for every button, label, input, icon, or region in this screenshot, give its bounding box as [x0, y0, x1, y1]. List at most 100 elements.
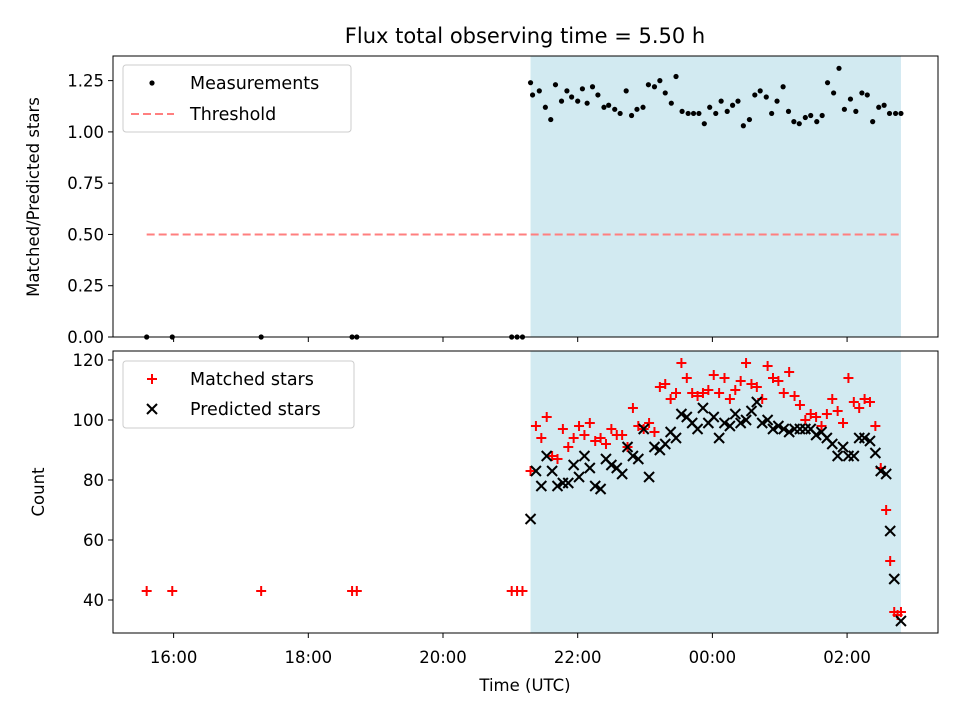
matched-star-point [579, 430, 590, 440]
matched-star-point [708, 370, 719, 380]
matched-star-point [167, 586, 178, 596]
legend-matched-label: Matched stars [190, 370, 314, 390]
top-panel: 0.00 0.25 0.50 0.75 1.00 1.25 Flux total obse… [24, 24, 939, 347]
matched-star-point [697, 388, 708, 398]
bottom-legend: Matched stars Predicted stars [122, 360, 355, 429]
matched-star-point [827, 394, 838, 404]
matched-star-point [773, 376, 784, 386]
matched-star-point [724, 394, 735, 404]
matched-star-point [517, 586, 528, 596]
matched-star-point [671, 388, 682, 398]
matched-star-point [595, 433, 606, 443]
matched-star-point [547, 451, 558, 461]
measurement-point [584, 100, 590, 106]
measurement-point [707, 104, 713, 110]
top-y-tick-label: 1.00 [67, 123, 104, 142]
predicted-star-point [734, 417, 747, 429]
predicted-star-point [751, 396, 763, 408]
predicted-star-point [884, 525, 896, 537]
predicted-star-point [643, 471, 655, 483]
matched-stars-points [141, 358, 906, 620]
measurement-point [886, 110, 893, 117]
predicted-star-point [627, 450, 639, 462]
measurement-point [763, 94, 769, 100]
bottom-x-tick-label: 20:00 [419, 648, 467, 667]
measurement-point [752, 92, 758, 98]
measurement-point [612, 106, 618, 112]
measurement-point [824, 80, 831, 86]
matched-star-point [821, 409, 832, 419]
predicted-star-point [772, 420, 785, 432]
matched-star-point [859, 394, 870, 404]
matched-star-point [735, 376, 746, 386]
predicted-star-point [729, 408, 741, 420]
bottom-y-tick-label: 60 [83, 531, 104, 550]
measurement-point [696, 110, 702, 117]
predicted-star-point [659, 438, 671, 450]
bottom-y-tick-label: 100 [73, 411, 105, 430]
measurement-point [808, 112, 814, 119]
top-y-tick-label: 0.25 [67, 277, 104, 296]
predicted-star-point [875, 465, 887, 477]
matched-star-point [816, 421, 827, 431]
matched-star-point [730, 385, 741, 395]
measurement-points [144, 65, 904, 340]
predicted-star-point [616, 468, 628, 480]
predicted-star-point [594, 483, 607, 495]
measurement-point [876, 104, 882, 110]
matched-star-point [714, 388, 725, 398]
predicted-star-point [637, 423, 650, 435]
measurement-point [740, 123, 746, 129]
matched-star-point [854, 403, 865, 413]
measurement-point [685, 110, 691, 117]
measurement-point [651, 84, 658, 90]
matched-star-point [784, 367, 795, 377]
measurement-point [595, 92, 601, 98]
predicted-star-point [713, 432, 725, 444]
legend-measurements-label: Measurements [190, 74, 319, 94]
measurement-point [841, 106, 847, 112]
predicted-star-point [783, 426, 795, 438]
measurement-point [569, 94, 575, 100]
matched-star-point [649, 427, 660, 437]
top-observing-window-shade [530, 56, 901, 337]
predicted-star-point [888, 573, 900, 585]
matched-star-point [789, 391, 800, 401]
bottom-y-ticks: 40 60 80 100 120 [73, 351, 113, 610]
measurement-point [645, 82, 652, 88]
measurement-point [601, 104, 607, 110]
matched-star-point [778, 388, 789, 398]
matched-star-point [864, 397, 875, 407]
measurement-point [673, 73, 679, 80]
matched-star-point [617, 430, 628, 440]
predicted-star-point [535, 480, 548, 492]
matched-star-point [654, 382, 665, 392]
top-x-ticks [173, 337, 848, 342]
measurement-point [606, 102, 612, 108]
predicted-star-point [691, 423, 704, 435]
matched-star-point [584, 418, 595, 428]
matched-star-point [746, 379, 757, 389]
bottom-y-tick-label: 120 [73, 351, 105, 370]
matched-star-point [552, 454, 563, 464]
bottom-legend-box [122, 360, 355, 429]
predicted-star-point [724, 420, 736, 432]
matched-star-point [536, 433, 547, 443]
measurement-point [634, 106, 640, 112]
x-axis-label: Time (UTC) [478, 676, 570, 695]
matched-star-point [794, 400, 805, 410]
measurement-point [718, 98, 724, 104]
bottom-axes-frame [112, 350, 939, 634]
matched-star-point [719, 373, 730, 383]
measurement-point [679, 108, 685, 114]
top-y-tick-label: 0.50 [67, 225, 104, 244]
bottom-x-ticks: 16:00 18:00 20:00 22:00 00:00 02:00 [150, 633, 871, 667]
measurement-point [548, 116, 554, 123]
measurement-point [796, 121, 802, 127]
matched-star-point [606, 424, 617, 434]
measurement-point [898, 110, 904, 117]
predicted-star-point [831, 450, 844, 462]
predicted-star-point [541, 450, 553, 462]
matched-star-point [741, 358, 752, 368]
